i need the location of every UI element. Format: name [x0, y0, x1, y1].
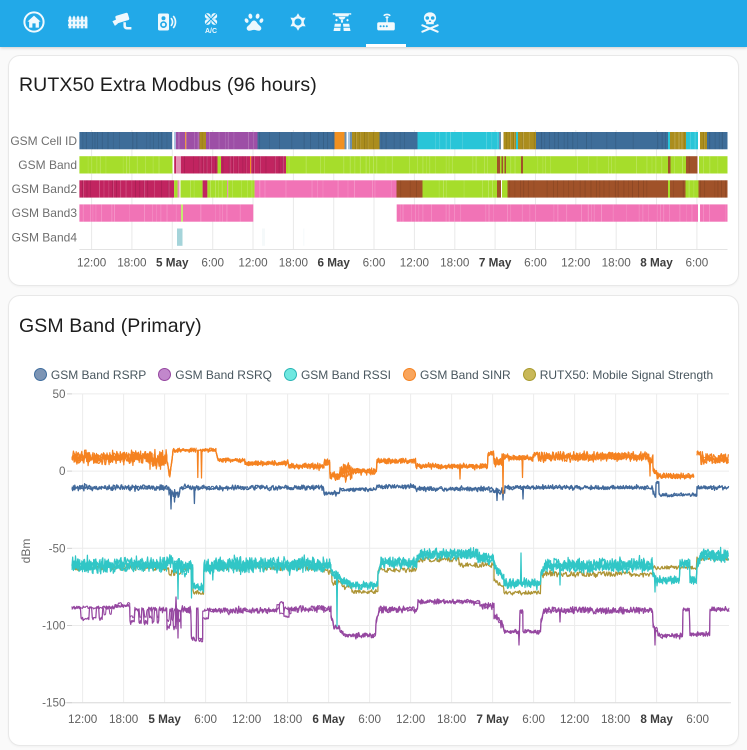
svg-text:12:00: 12:00 [232, 713, 262, 726]
svg-text:12:00: 12:00 [238, 257, 268, 270]
svg-text:18:00: 18:00 [279, 257, 309, 270]
svg-text:-50: -50 [49, 542, 66, 555]
svg-text:18:00: 18:00 [273, 713, 303, 726]
svg-text:12:00: 12:00 [396, 713, 426, 726]
svg-text:18:00: 18:00 [437, 713, 467, 726]
svg-text:6:00: 6:00 [363, 257, 386, 270]
svg-text:8 May: 8 May [640, 257, 673, 270]
svg-text:12:00: 12:00 [77, 257, 107, 270]
svg-text:GSM Band: GSM Band [18, 158, 77, 172]
svg-text:5 May: 5 May [148, 713, 181, 726]
svg-text:GSM Band3: GSM Band3 [12, 206, 78, 220]
svg-text:6 May: 6 May [317, 257, 350, 270]
svg-text:50: 50 [52, 388, 66, 401]
svg-text:6 May: 6 May [312, 713, 345, 726]
svg-text:18:00: 18:00 [440, 257, 470, 270]
svg-text:-150: -150 [42, 697, 66, 710]
svg-text:18:00: 18:00 [109, 713, 139, 726]
svg-text:-100: -100 [42, 620, 66, 633]
svg-text:GSM Band2: GSM Band2 [12, 182, 78, 196]
svg-text:6:00: 6:00 [194, 713, 217, 726]
svg-text:12:00: 12:00 [561, 257, 591, 270]
svg-text:7 May: 7 May [479, 257, 512, 270]
svg-text:8 May: 8 May [640, 713, 673, 726]
svg-text:A/C: A/C [204, 28, 216, 35]
svg-text:7 May: 7 May [476, 713, 509, 726]
svg-text:GSM Cell ID: GSM Cell ID [10, 134, 77, 148]
svg-text:0: 0 [59, 465, 66, 478]
svg-text:18:00: 18:00 [117, 257, 147, 270]
svg-text:12:00: 12:00 [560, 713, 590, 726]
svg-text:18:00: 18:00 [602, 257, 632, 270]
svg-text:6:00: 6:00 [686, 257, 709, 270]
svg-text:5 May: 5 May [156, 257, 189, 270]
svg-text:12:00: 12:00 [68, 713, 98, 726]
svg-text:6:00: 6:00 [686, 713, 709, 726]
svg-text:6:00: 6:00 [201, 257, 224, 270]
svg-text:6:00: 6:00 [358, 713, 381, 726]
svg-text:18:00: 18:00 [601, 713, 631, 726]
svg-text:12:00: 12:00 [400, 257, 430, 270]
svg-text:6:00: 6:00 [522, 713, 545, 726]
svg-text:GSM Band4: GSM Band4 [12, 230, 78, 244]
svg-text:6:00: 6:00 [524, 257, 547, 270]
svg-text:dBm: dBm [19, 539, 33, 564]
